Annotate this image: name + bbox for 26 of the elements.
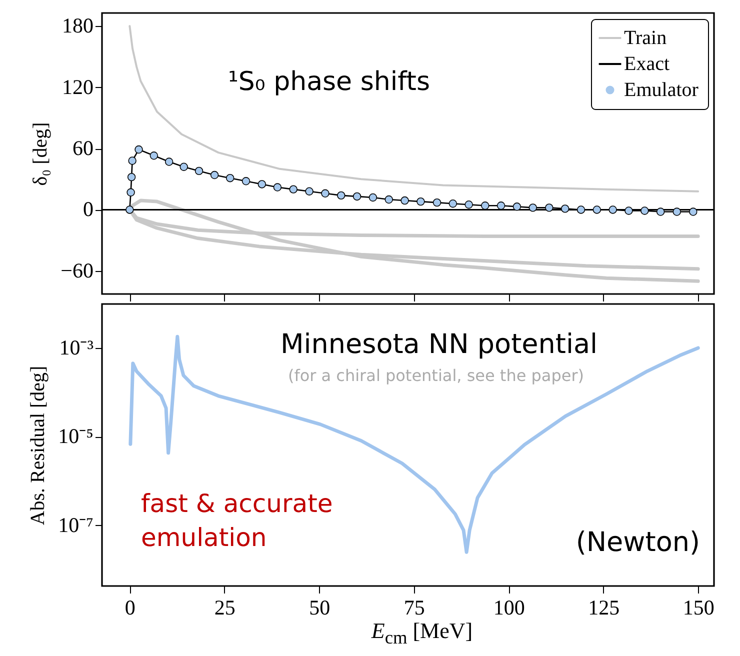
x-tick-label: 125	[588, 596, 620, 620]
x-tick-label: 25	[214, 596, 236, 620]
annotation: ¹S₀ phase shifts	[228, 67, 430, 97]
annotation: (for a chiral potential, see the paper)	[288, 366, 584, 385]
y-tick-label: 10⁻⁵	[58, 424, 94, 448]
annotation: (Newton)	[576, 527, 700, 558]
x-tick-label: 150	[682, 596, 714, 620]
y-tick-label: 10⁻³	[59, 335, 94, 360]
y-tick-label: 120	[62, 74, 94, 99]
y-tick-label: 10⁻⁷	[58, 512, 94, 537]
x-tick-label: 50	[309, 596, 330, 620]
legend-label: Exact	[624, 53, 670, 75]
legend-label: Emulator	[624, 79, 699, 101]
y-axis-title: δ₀ [deg]	[30, 122, 52, 186]
x-axis-title: E$_{cm}$ [MeV]	[370, 618, 474, 648]
x-tick-label: 75	[404, 596, 425, 620]
x-tick-label: 0	[124, 596, 136, 620]
y-tick-label: 180	[62, 14, 94, 38]
y-axis-title: Abs. Residual [deg]	[27, 366, 50, 526]
y-tick-label: 0	[83, 197, 94, 222]
legend-label: Train	[624, 27, 667, 49]
y-tick-label: −60	[60, 258, 94, 282]
annotation: fast & accurate emulation	[141, 489, 333, 552]
annotation: Minnesota NN potential	[280, 329, 598, 360]
x-tick-label: 100	[493, 596, 525, 620]
y-tick-label: 60	[72, 136, 94, 160]
